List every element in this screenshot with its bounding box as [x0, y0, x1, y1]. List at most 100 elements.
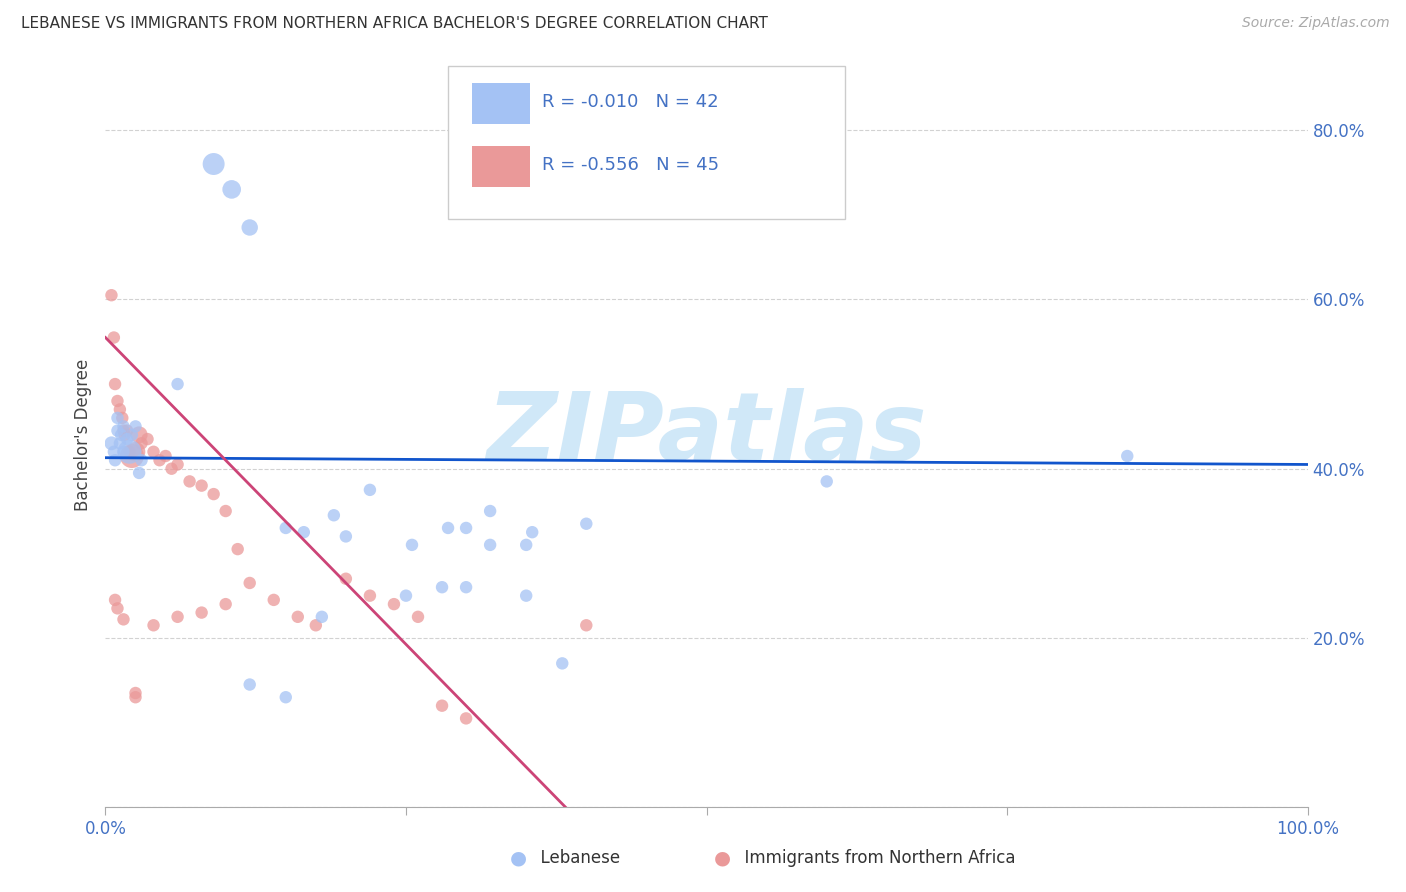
Point: [401, 538, 423, 552]
Point: [107, 601, 129, 615]
Point: [292, 525, 315, 540]
Point: [311, 610, 333, 624]
Point: [515, 538, 537, 552]
Point: [522, 525, 544, 540]
Text: R = -0.556   N = 45: R = -0.556 N = 45: [541, 156, 718, 174]
Point: [148, 453, 170, 467]
Point: [274, 521, 297, 535]
Point: [815, 475, 838, 489]
Point: [454, 580, 477, 594]
Point: [322, 508, 344, 523]
Point: [274, 690, 297, 705]
Point: [118, 444, 141, 458]
Point: [454, 711, 477, 725]
Point: [104, 453, 127, 467]
Text: ●: ●: [714, 848, 731, 867]
Point: [100, 288, 122, 302]
Point: [110, 427, 132, 442]
Point: [100, 436, 122, 450]
Point: [305, 618, 328, 632]
Point: [107, 424, 129, 438]
Point: [575, 516, 598, 531]
Point: [112, 424, 135, 438]
Point: [287, 610, 309, 624]
Point: [124, 686, 146, 700]
Point: [104, 593, 127, 607]
Text: Lebanese: Lebanese: [530, 849, 620, 867]
Point: [479, 538, 502, 552]
Point: [124, 444, 146, 458]
Point: [128, 427, 150, 442]
Text: LEBANESE VS IMMIGRANTS FROM NORTHERN AFRICA BACHELOR'S DEGREE CORRELATION CHART: LEBANESE VS IMMIGRANTS FROM NORTHERN AFR…: [21, 16, 768, 31]
FancyBboxPatch shape: [472, 146, 530, 186]
Point: [142, 444, 165, 458]
Text: Source: ZipAtlas.com: Source: ZipAtlas.com: [1241, 16, 1389, 30]
Point: [111, 411, 134, 425]
Point: [124, 690, 146, 705]
Point: [103, 444, 125, 458]
Point: [142, 618, 165, 632]
Point: [190, 606, 212, 620]
Point: [103, 330, 125, 344]
Point: [124, 419, 146, 434]
Point: [430, 698, 453, 713]
Point: [479, 504, 502, 518]
Point: [118, 444, 141, 458]
Point: [214, 504, 236, 518]
Point: [515, 589, 537, 603]
Point: [335, 572, 357, 586]
Text: ●: ●: [510, 848, 527, 867]
Point: [136, 432, 159, 446]
Point: [121, 449, 143, 463]
Point: [226, 542, 249, 557]
Point: [108, 402, 131, 417]
Point: [115, 424, 138, 438]
Point: [335, 529, 357, 543]
Point: [1116, 449, 1139, 463]
Point: [166, 377, 188, 392]
Point: [155, 449, 177, 463]
Point: [166, 610, 188, 624]
Point: [430, 580, 453, 594]
Point: [166, 458, 188, 472]
Point: [160, 461, 183, 475]
Point: [406, 610, 429, 624]
FancyBboxPatch shape: [449, 66, 845, 219]
Point: [131, 436, 153, 450]
Point: [202, 157, 225, 171]
Point: [112, 612, 135, 626]
Point: [239, 220, 262, 235]
Y-axis label: Bachelor's Degree: Bachelor's Degree: [75, 359, 93, 511]
Point: [131, 453, 153, 467]
Point: [359, 483, 381, 497]
Point: [121, 427, 143, 442]
Point: [239, 677, 262, 691]
Point: [190, 478, 212, 492]
Point: [263, 593, 285, 607]
Point: [107, 394, 129, 409]
Point: [382, 597, 405, 611]
Point: [454, 521, 477, 535]
Point: [115, 432, 138, 446]
Point: [202, 487, 225, 501]
Point: [221, 182, 243, 196]
Point: [214, 597, 236, 611]
Text: R = -0.010   N = 42: R = -0.010 N = 42: [541, 93, 718, 111]
Text: ZIPatlas: ZIPatlas: [486, 388, 927, 482]
Point: [128, 466, 150, 480]
Point: [395, 589, 418, 603]
FancyBboxPatch shape: [472, 83, 530, 123]
Point: [437, 521, 460, 535]
Point: [108, 436, 131, 450]
Point: [551, 657, 574, 671]
Point: [104, 377, 127, 392]
Text: Immigrants from Northern Africa: Immigrants from Northern Africa: [734, 849, 1015, 867]
Point: [114, 427, 136, 442]
Point: [575, 618, 598, 632]
Point: [239, 576, 262, 591]
Point: [112, 419, 135, 434]
Point: [112, 444, 135, 458]
Point: [107, 411, 129, 425]
Point: [359, 589, 381, 603]
Point: [179, 475, 201, 489]
